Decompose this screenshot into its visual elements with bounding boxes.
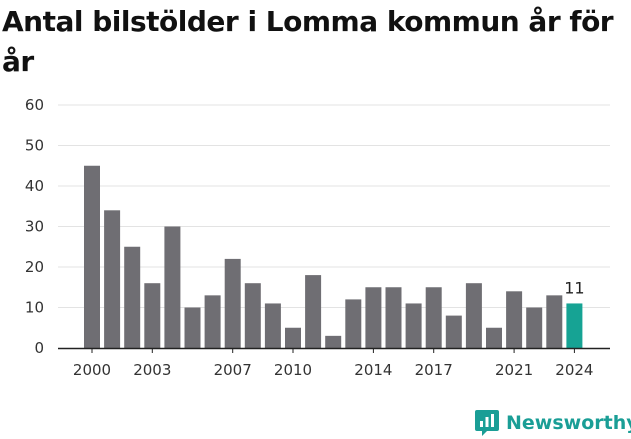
chart-title: Antal bilstölder i Lomma kommun år för å… [2,5,614,78]
bar-2017 [425,287,442,348]
x-axis-ticks: 2000 2003 2007 2010 2014 2017 2021 2024 [73,348,593,379]
grid-lines [58,104,610,308]
x-tick-label: 2017 [415,361,453,379]
bar-2020 [486,327,502,348]
x-tick-label: 2010 [274,361,312,379]
bar-2005 [184,307,201,348]
bar-2014 [365,287,382,348]
bar-2003 [144,283,161,348]
bar-2009 [264,303,281,348]
y-tick-label: 0 [34,339,44,357]
data-labels: 11 [564,278,584,297]
x-tick-label: 2003 [133,361,171,379]
bar-2015 [385,287,402,348]
y-tick-label: 60 [25,96,44,114]
newsworthy-logo-icon [475,410,499,436]
bar-2012 [325,335,342,348]
bar-2008 [244,283,261,348]
data-label: 11 [564,278,584,297]
brand-logo: Newsworthy [474,407,631,439]
y-tick-label: 40 [25,177,44,195]
bar-2006 [204,295,221,348]
y-tick-label: 50 [25,137,44,155]
bar-2016 [405,303,422,348]
x-tick-label: 2007 [214,361,252,379]
bar-2004 [164,226,181,348]
x-tick-label: 2014 [354,361,392,379]
bar-2007 [224,258,241,348]
y-tick-label: 30 [25,218,44,236]
bar-2000 [84,165,100,348]
bar-2019 [465,283,482,348]
bar-2024 [566,303,583,348]
y-tick-label: 10 [25,299,44,317]
x-tick-label: 2021 [495,361,533,379]
bars [58,165,610,350]
bar-2010 [285,327,301,348]
x-tick-label: 2024 [555,361,593,379]
bar-2002 [124,246,141,348]
x-tick-label: 2000 [73,361,111,379]
brand-name: Newsworthy [506,412,631,434]
bar-2022 [526,307,543,348]
bar-2021 [506,291,523,348]
bar-2023 [546,295,563,348]
bar-2001 [104,210,121,348]
y-tick-label: 20 [25,258,44,276]
bar-2011 [305,275,322,348]
bar-2013 [345,299,362,348]
bar-2018 [445,315,462,348]
y-axis-ticks: 0 10 20 30 40 50 60 [25,96,44,357]
